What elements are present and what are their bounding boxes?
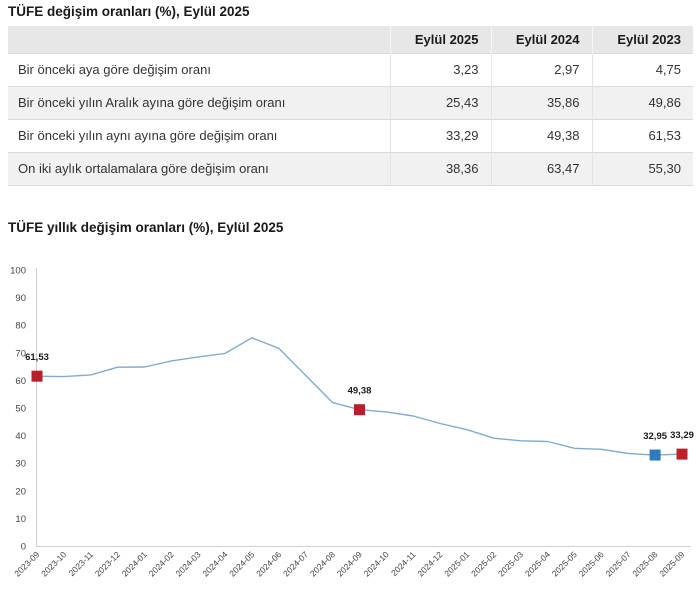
- x-axis-tick-label: 2024-11: [389, 549, 418, 578]
- x-axis-tick-label: 2024-06: [254, 549, 283, 578]
- x-axis-tick-label: 2025-06: [577, 549, 606, 578]
- highlight-marker: [354, 404, 365, 416]
- table-header-empty: [8, 26, 390, 53]
- y-axis-tick-label: 30: [15, 459, 26, 470]
- y-axis-tick-label: 50: [15, 404, 26, 415]
- row-label: On iki aylık ortalamalara göre değişim o…: [8, 151, 390, 186]
- table-cell: 35,86: [490, 85, 592, 119]
- table-row: Bir önceki aya göre değişim oranı 3,23 2…: [8, 52, 693, 86]
- table-cell: 49,38: [490, 118, 592, 152]
- row-label: Bir önceki yılın aynı ayına göre değişim…: [8, 118, 390, 152]
- table-cell: 2,97: [490, 52, 592, 86]
- x-axis-tick-label: 2025-01: [442, 549, 471, 578]
- x-axis-tick-label: 2023-10: [39, 549, 68, 578]
- table-cell: 4,75: [591, 52, 693, 86]
- x-axis-tick-label: 2025-07: [604, 549, 633, 578]
- table-header-eylul-2024: Eylül 2024: [490, 26, 592, 53]
- data-point-label: 49,38: [348, 386, 372, 397]
- table-row: Bir önceki yılın aynı ayına göre değişim…: [8, 118, 693, 152]
- table-cell: 55,30: [591, 151, 693, 186]
- data-point-label: 61,53: [25, 352, 49, 363]
- data-point-label: 32,95: [643, 431, 667, 442]
- x-axis-tick-label: 2025-02: [469, 549, 498, 578]
- annual-cpi-line-chart: 0 10 20 30 40 50 60 70 80 90 100 2023-09 2023-10 2023…: [0, 258, 700, 598]
- x-axis-tick-label: 2024-05: [227, 549, 256, 578]
- table-cell: 61,53: [591, 118, 693, 152]
- table-cell: 49,86: [591, 85, 693, 119]
- table-row: On iki aylık ortalamalara göre değişim o…: [8, 151, 693, 186]
- highlight-marker: [649, 449, 661, 461]
- table-header-row: Eylül 2025 Eylül 2024 Eylül 2023: [8, 26, 693, 53]
- x-axis-tick-label: 2024-04: [200, 549, 229, 578]
- highlight-marker: [676, 448, 688, 460]
- row-label: Bir önceki aya göre değişim oranı: [8, 52, 390, 86]
- x-axis-tick-label: 2024-03: [174, 549, 203, 578]
- table-header-eylul-2023: Eylül 2023: [591, 26, 693, 53]
- y-axis-tick-label: 100: [10, 266, 26, 277]
- x-axis-tick-label: 2024-09: [335, 549, 364, 578]
- x-axis-tick-label: 2025-08: [630, 549, 659, 578]
- table-cell: 33,29: [389, 118, 491, 152]
- y-axis-tick-label: 10: [15, 514, 26, 525]
- x-axis-tick-label: 2025-03: [496, 549, 525, 578]
- chart-title: TÜFE yıllık değişim oranları (%), Eylül …: [8, 220, 284, 235]
- y-axis-tick-label: 0: [21, 542, 26, 553]
- cpi-rates-table: Eylül 2025 Eylül 2024 Eylül 2023 Bir önc…: [8, 26, 693, 186]
- x-axis-tick-label: 2024-07: [281, 549, 310, 578]
- x-axis-tick-label: 2024-10: [362, 549, 391, 578]
- row-label: Bir önceki yılın Aralık ayına göre değiş…: [8, 85, 390, 119]
- x-axis-tick-label: 2023-12: [93, 549, 122, 578]
- y-axis-tick-label: 60: [15, 376, 26, 387]
- table-header-eylul-2025: Eylül 2025: [389, 26, 491, 53]
- x-axis-tick-label: 2024-01: [120, 549, 149, 578]
- x-axis-tick-label: 2024-02: [147, 549, 176, 578]
- line-chart-canvas: 01020304050607080901002023-092023-102023…: [10, 266, 694, 579]
- x-axis-tick-label: 2023-11: [66, 549, 95, 578]
- x-axis-tick-label: 2025-09: [657, 549, 686, 578]
- table-cell: 3,23: [389, 52, 491, 86]
- table-cell: 63,47: [490, 151, 592, 186]
- y-axis-tick-label: 20: [15, 486, 26, 497]
- table-row: Bir önceki yılın Aralık ayına göre değiş…: [8, 85, 693, 119]
- x-axis-tick-label: 2025-05: [550, 549, 579, 578]
- y-axis-tick-label: 40: [15, 431, 26, 442]
- table-cell: 38,36: [389, 151, 491, 186]
- x-axis-tick-label: 2024-08: [308, 549, 337, 578]
- y-axis-tick-label: 70: [15, 348, 26, 359]
- y-axis-tick-label: 80: [15, 321, 26, 332]
- y-axis-tick-label: 90: [15, 293, 26, 304]
- table-cell: 25,43: [389, 85, 491, 119]
- highlight-marker: [31, 370, 43, 382]
- x-axis-tick-label: 2023-09: [12, 549, 41, 578]
- table-title: TÜFE değişim oranları (%), Eylül 2025: [8, 4, 250, 19]
- x-axis-tick-label: 2025-04: [523, 549, 552, 578]
- x-axis-tick-label: 2024-12: [415, 549, 444, 578]
- data-point-label: 33,29: [670, 430, 694, 441]
